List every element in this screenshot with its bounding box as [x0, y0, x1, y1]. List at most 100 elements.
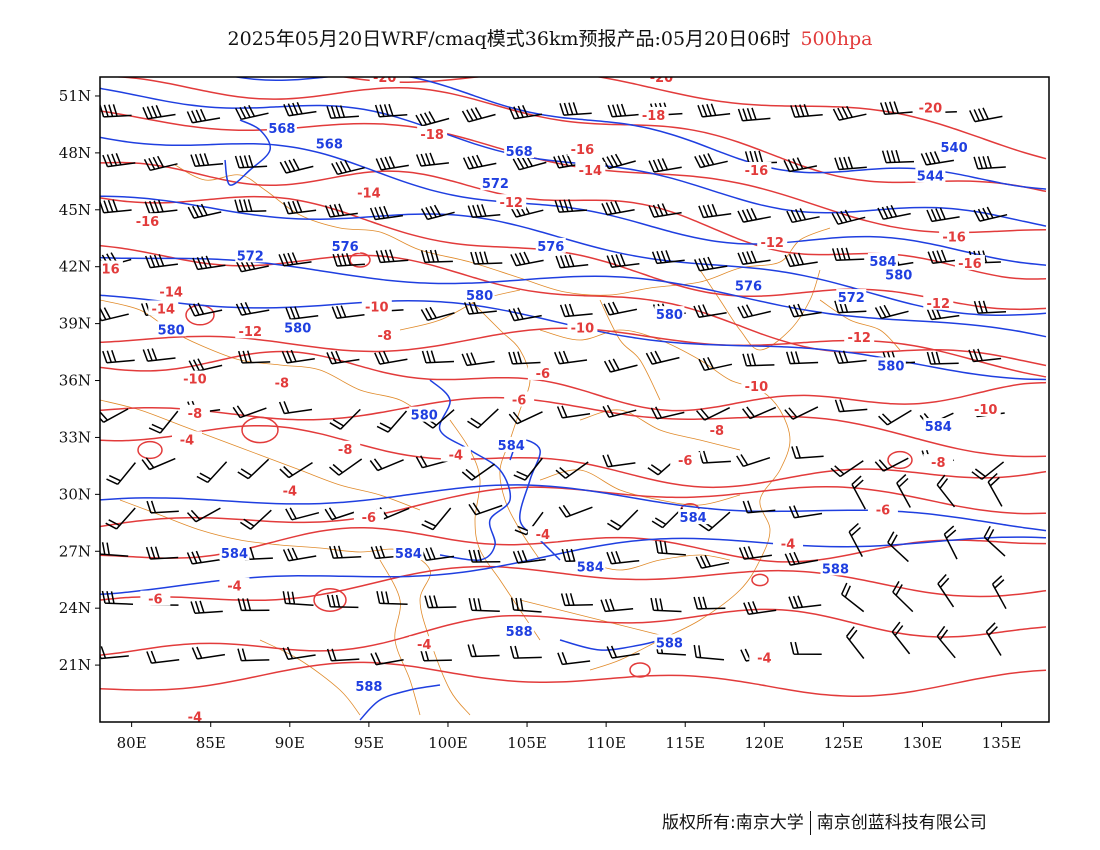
wind-barb	[102, 350, 135, 364]
wind-barb	[881, 149, 915, 164]
wind-barb	[737, 107, 771, 122]
wind-barb	[694, 256, 728, 272]
wind-barb	[607, 509, 639, 531]
height-label: 572	[838, 291, 865, 306]
wind-barb	[831, 209, 866, 225]
height-label-backdrop	[219, 545, 250, 561]
wind-barb	[650, 597, 682, 613]
height-label-backdrop	[266, 120, 297, 136]
temperature-closed-contour	[629, 662, 651, 678]
temperature-label-backdrop	[954, 254, 985, 270]
wind-barb	[326, 105, 359, 119]
temperature-isoline	[100, 195, 1047, 311]
border-line	[100, 399, 421, 511]
height-label: 584	[869, 255, 896, 270]
wind-barb	[461, 352, 495, 367]
lon-tick-label: 85E	[196, 734, 226, 752]
wind-barb	[143, 155, 178, 172]
wind-barb	[698, 203, 732, 219]
wind-barb	[607, 103, 641, 118]
wind-barb	[645, 350, 680, 365]
wind-barb	[370, 652, 404, 666]
wind-barb	[892, 581, 914, 613]
wind-barb	[190, 153, 224, 168]
wind-barb	[602, 454, 636, 468]
copyright-footer: 版权所有:南京大学 南京创蓝科技有限公司	[662, 808, 987, 835]
wind-barb	[421, 350, 455, 364]
wind-barb	[420, 306, 455, 322]
temperature-isoline	[100, 565, 1047, 602]
wind-barb	[462, 154, 497, 170]
wind-barb	[848, 522, 863, 557]
wind-barb	[832, 105, 867, 121]
height-isoline	[232, 77, 1047, 190]
lon-tick-label: 110E	[586, 734, 626, 752]
wind-barb	[655, 540, 686, 556]
temperature-label-backdrop	[140, 590, 171, 606]
wind-barb	[738, 546, 773, 560]
wind-barb	[326, 594, 359, 609]
temperature-label-backdrop	[409, 636, 440, 652]
wind-barb	[783, 157, 818, 173]
wind-barb	[187, 203, 222, 219]
height-label: 580	[284, 321, 311, 336]
temperature-label: -10	[183, 373, 207, 388]
wind-barb	[927, 249, 961, 265]
wind-barb	[105, 507, 136, 530]
wind-barb	[698, 450, 731, 464]
wind-barb	[285, 507, 320, 521]
wind-barb	[512, 550, 546, 564]
wind-barb	[555, 254, 589, 269]
border-line	[119, 499, 471, 716]
wind-barb	[601, 200, 635, 216]
wind-barb	[877, 204, 911, 220]
temperature-label: -18	[642, 109, 666, 124]
temperature-isoline	[100, 527, 1047, 563]
wind-barb	[282, 591, 314, 606]
wind-barb	[601, 153, 636, 170]
wind-barb	[282, 547, 317, 562]
wind-barb	[467, 204, 501, 219]
height-label: 576	[332, 240, 359, 255]
temperature-label: -12	[760, 236, 784, 251]
wind-barb	[554, 199, 588, 213]
wind-barb	[920, 151, 955, 166]
lat-tick-label: 21N	[59, 656, 91, 674]
lon-tick-label: 135E	[982, 734, 1022, 752]
wind-barb	[878, 409, 912, 426]
wind-barb	[415, 152, 449, 167]
height-isoline	[359, 684, 441, 721]
wind-barb	[470, 251, 503, 265]
wind-barb	[785, 351, 819, 365]
wind-barb	[235, 104, 269, 121]
wind-barb	[737, 207, 771, 223]
wind-barb	[508, 411, 543, 425]
wind-barb	[237, 648, 270, 662]
lon-tick-label: 90E	[275, 734, 305, 752]
axis-tick-labels: 80E 85E 90E 95E 100E 105E 110E 115E 120E 125E 130E…	[59, 87, 1022, 752]
wind-barb	[693, 596, 726, 610]
height-label: 572	[482, 177, 509, 192]
wind-barb	[146, 500, 179, 514]
temperature-label: -8	[931, 456, 945, 471]
wind-barb	[188, 358, 223, 373]
temperature-label-backdrop	[844, 328, 875, 344]
wind-barb	[896, 474, 911, 508]
wind-barb	[329, 408, 361, 430]
wind-barb	[513, 457, 543, 481]
border-line	[100, 299, 431, 421]
wind-barb	[509, 202, 544, 218]
height-label: 588	[506, 625, 533, 640]
wind-barb	[188, 302, 223, 317]
wind-barb	[331, 305, 365, 319]
wind-barb	[851, 475, 866, 510]
temperature-label-backdrop	[353, 509, 384, 525]
wind-barb	[558, 504, 593, 518]
temperature-label: -4	[180, 433, 194, 448]
wind-barb	[737, 304, 771, 319]
temperature-label-backdrop	[179, 370, 210, 386]
wind-barb	[651, 507, 684, 529]
height-label: 584	[925, 420, 952, 435]
temperature-label: -14	[357, 187, 381, 202]
temperature-label: -8	[338, 443, 352, 458]
